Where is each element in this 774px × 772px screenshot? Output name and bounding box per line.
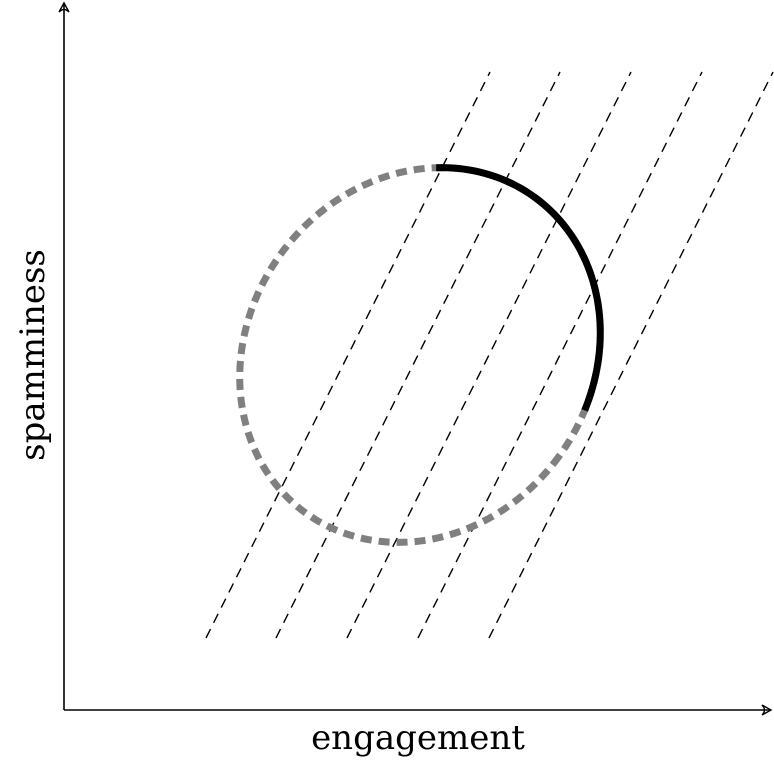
x-axis-label: engagement (311, 718, 525, 758)
level-line (275, 71, 561, 639)
ellipse-highlighted-arc (436, 164, 604, 412)
y-axis-label: spamminess (13, 249, 53, 461)
level-line (488, 71, 774, 639)
level-line (417, 71, 703, 639)
level-lines (205, 71, 774, 639)
level-line (346, 71, 632, 639)
level-line (205, 71, 491, 639)
